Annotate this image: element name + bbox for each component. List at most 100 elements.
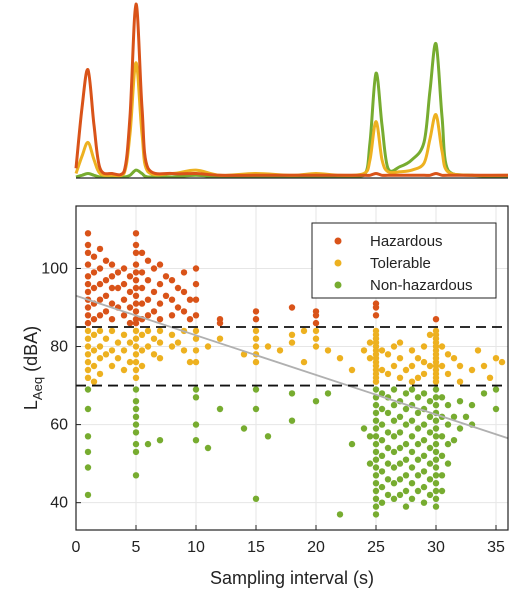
point-non-hazardous: [84, 464, 92, 471]
point-non-hazardous: [372, 511, 380, 518]
point-hazardous: [192, 280, 200, 288]
point-tolerable: [480, 362, 488, 370]
point-non-hazardous: [384, 409, 392, 417]
scatter-points: [84, 230, 506, 518]
point-hazardous: [186, 296, 194, 303]
point-non-hazardous: [426, 398, 434, 405]
point-non-hazardous: [372, 440, 380, 448]
point-tolerable: [438, 362, 446, 370]
point-non-hazardous: [414, 472, 422, 479]
legend-label-non-hazardous: Non-hazardous: [370, 277, 473, 294]
point-tolerable: [186, 358, 194, 366]
point-non-hazardous: [84, 433, 92, 440]
point-non-hazardous: [438, 433, 446, 440]
point-non-hazardous: [324, 390, 332, 397]
point-tolerable: [360, 347, 368, 354]
point-non-hazardous: [414, 409, 422, 417]
point-tolerable: [114, 339, 122, 346]
point-tolerable: [150, 335, 158, 342]
point-tolerable: [486, 374, 494, 381]
point-tolerable: [114, 355, 122, 362]
x-tick-label: 20: [307, 539, 325, 556]
point-non-hazardous: [396, 460, 404, 467]
point-hazardous: [90, 316, 98, 323]
point-tolerable: [396, 355, 404, 362]
point-non-hazardous: [384, 460, 392, 467]
point-hazardous: [372, 304, 380, 311]
legend-marker-hazardous: [334, 237, 342, 245]
point-hazardous: [126, 288, 134, 296]
y-axis-label-sub: Aeq: [30, 377, 45, 400]
point-non-hazardous: [132, 429, 140, 436]
point-hazardous: [126, 319, 134, 327]
point-tolerable: [384, 351, 392, 358]
point-tolerable: [324, 347, 332, 354]
point-non-hazardous: [432, 401, 440, 409]
x-tick-label: 35: [487, 539, 505, 556]
point-hazardous: [96, 245, 104, 253]
point-tolerable: [498, 358, 506, 366]
point-hazardous: [162, 273, 170, 280]
point-non-hazardous: [432, 417, 440, 424]
point-hazardous: [156, 261, 164, 268]
y-axis-label: LAeq (dBA): [21, 326, 45, 410]
point-hazardous: [168, 296, 176, 303]
point-tolerable: [102, 335, 110, 342]
point-non-hazardous: [402, 487, 410, 495]
x-tick-label: 15: [247, 539, 265, 556]
point-non-hazardous: [192, 437, 200, 444]
point-tolerable: [84, 351, 92, 358]
point-non-hazardous: [432, 425, 440, 432]
point-hazardous: [102, 308, 110, 315]
point-non-hazardous: [432, 440, 440, 448]
point-hazardous: [132, 261, 140, 268]
point-hazardous: [114, 269, 122, 276]
point-non-hazardous: [384, 444, 392, 452]
point-non-hazardous: [444, 401, 452, 409]
point-non-hazardous: [84, 386, 92, 393]
point-non-hazardous: [372, 401, 380, 409]
series-hazardous: [84, 230, 440, 327]
point-non-hazardous: [216, 405, 224, 413]
y-tick-label: 40: [50, 495, 68, 512]
point-non-hazardous: [432, 456, 440, 463]
point-hazardous: [174, 304, 182, 311]
point-non-hazardous: [384, 491, 392, 499]
series-non-hazardous: [84, 386, 500, 518]
point-non-hazardous: [372, 433, 380, 440]
point-non-hazardous: [252, 386, 260, 393]
point-non-hazardous: [378, 421, 386, 428]
point-hazardous: [168, 312, 176, 319]
point-non-hazardous: [378, 483, 386, 491]
point-tolerable: [132, 358, 140, 366]
point-hazardous: [120, 280, 128, 288]
point-non-hazardous: [378, 452, 386, 459]
point-tolerable: [372, 378, 380, 385]
point-hazardous: [174, 284, 182, 292]
point-hazardous: [96, 265, 104, 272]
point-non-hazardous: [336, 511, 344, 518]
point-non-hazardous: [402, 503, 410, 510]
point-hazardous: [126, 273, 134, 280]
point-non-hazardous: [132, 448, 140, 456]
point-hazardous: [192, 265, 200, 272]
point-non-hazardous: [84, 405, 92, 413]
point-non-hazardous: [408, 386, 416, 393]
point-hazardous: [120, 296, 128, 303]
point-hazardous: [108, 316, 116, 323]
point-tolerable: [252, 358, 260, 366]
y-tick-label: 80: [50, 339, 68, 356]
point-hazardous: [84, 249, 92, 256]
point-non-hazardous: [432, 394, 440, 401]
point-tolerable: [402, 366, 410, 374]
point-tolerable: [312, 327, 320, 335]
point-non-hazardous: [432, 487, 440, 495]
point-non-hazardous: [252, 495, 260, 502]
point-non-hazardous: [432, 448, 440, 456]
point-hazardous: [84, 319, 92, 327]
point-non-hazardous: [132, 472, 140, 479]
point-non-hazardous: [372, 448, 380, 456]
point-hazardous: [144, 277, 152, 284]
point-non-hazardous: [372, 456, 380, 463]
